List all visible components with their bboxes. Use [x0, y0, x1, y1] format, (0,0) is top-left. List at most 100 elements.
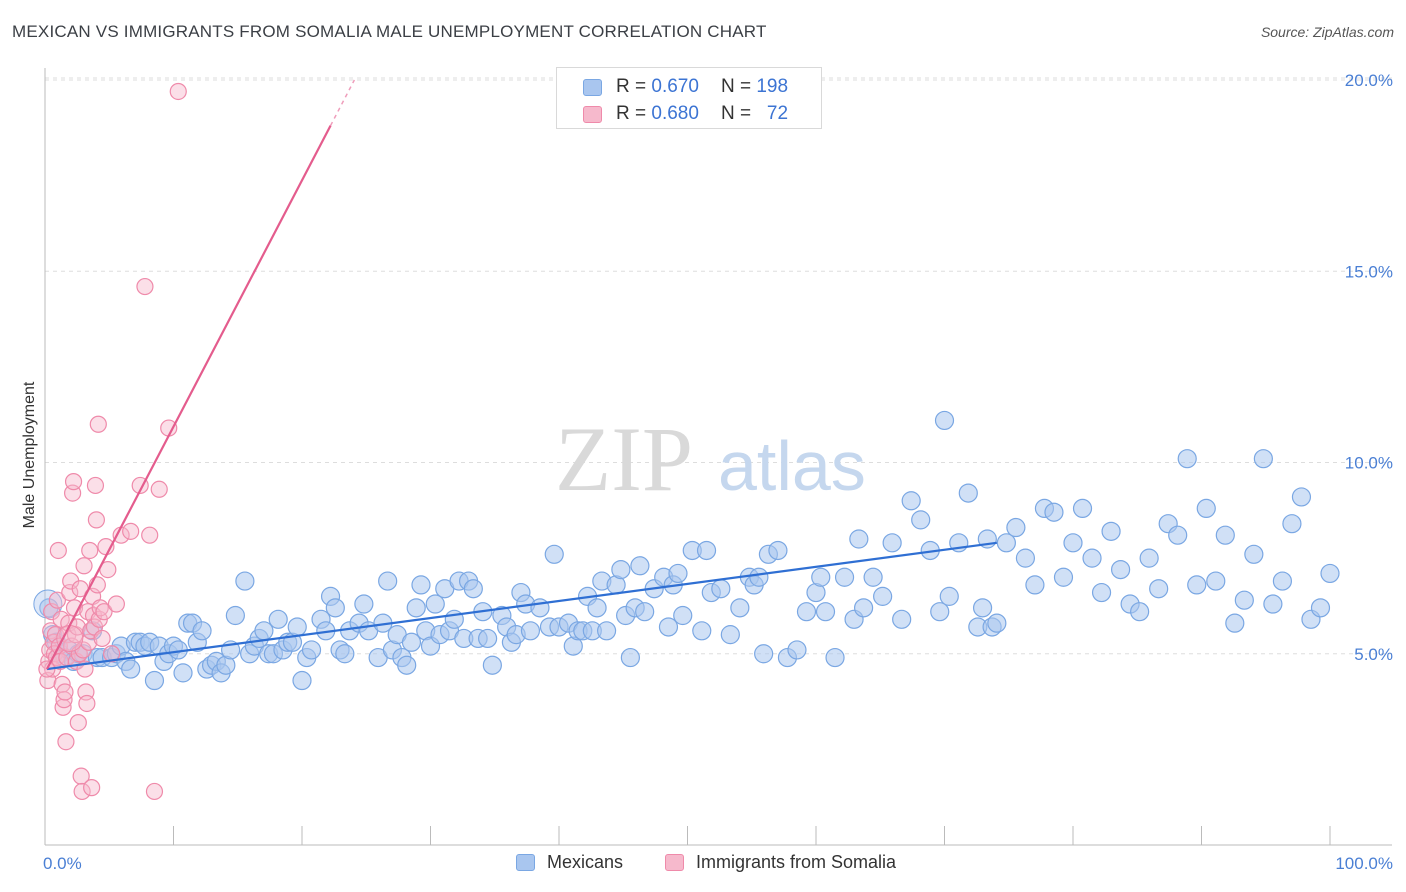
- point-mexicans: [1149, 579, 1169, 599]
- series-somalia-points: [38, 82, 187, 801]
- legend-n-label: N =: [720, 103, 752, 124]
- point-mexicans: [401, 632, 422, 652]
- point-somalia: [81, 541, 99, 560]
- legend-n-value: 72: [766, 103, 789, 124]
- point-mexicans: [1291, 487, 1312, 507]
- bottom-legend-label-somalia: Immigrants from Somalia: [696, 852, 897, 872]
- point-mexicans: [711, 579, 731, 599]
- point-mexicans: [463, 579, 483, 599]
- point-mexicans: [1310, 598, 1331, 618]
- tick-labels: 5.0% 10.0% 15.0% 20.0% 0.0% 100.0%: [43, 71, 1393, 873]
- point-mexicans: [1263, 594, 1283, 614]
- point-mexicans: [378, 571, 398, 591]
- point-mexicans: [696, 540, 717, 561]
- point-mexicans: [325, 598, 345, 618]
- point-mexicans: [1044, 502, 1064, 522]
- stats-legend: R = 0.670 N = 198 R = 0.680 N = 72: [556, 67, 822, 129]
- point-mexicans: [287, 617, 307, 637]
- point-mexicans: [987, 613, 1007, 633]
- point-mexicans: [1015, 548, 1036, 568]
- point-mexicans: [892, 609, 912, 629]
- axes: [44, 68, 1392, 846]
- point-mexicans: [173, 663, 193, 683]
- point-mexicans: [834, 567, 855, 587]
- point-mexicans: [882, 533, 902, 553]
- legend-swatch-pink: [583, 105, 602, 123]
- point-mexicans: [873, 586, 893, 606]
- point-mexicans: [1130, 602, 1150, 622]
- point-somalia: [150, 480, 168, 498]
- point-mexicans: [121, 659, 141, 679]
- legend-swatch-blue: [583, 78, 602, 96]
- legend-r-value: 0.680: [651, 103, 699, 124]
- point-mexicans: [853, 598, 874, 618]
- legend-row-somalia: R = 0.680 N = 72: [583, 102, 788, 126]
- legend-r-label: R =: [616, 76, 647, 97]
- point-mexicans: [530, 598, 550, 618]
- point-somalia: [72, 767, 90, 785]
- point-mexicans: [668, 563, 688, 584]
- bottom-legend-swatch-pink: [665, 854, 684, 871]
- point-somalia: [56, 624, 84, 652]
- point-mexicans: [749, 567, 769, 587]
- point-mexicans: [482, 655, 502, 675]
- point-mexicans: [268, 609, 288, 629]
- point-somalia: [95, 603, 113, 621]
- point-somalia: [57, 733, 75, 751]
- point-mexicans: [930, 602, 950, 622]
- watermark-atlas: atlas: [718, 427, 866, 505]
- point-mexicans: [1053, 567, 1074, 587]
- point-mexicans: [939, 586, 959, 606]
- point-mexicans: [730, 598, 750, 618]
- point-mexicans: [673, 605, 693, 626]
- point-mexicans: [1282, 514, 1302, 534]
- chart-title: MEXICAN VS IMMIGRANTS FROM SOMALIA MALE …: [12, 22, 767, 41]
- point-mexicans: [1110, 559, 1131, 580]
- point-mexicans: [1187, 575, 1207, 595]
- point-somalia: [169, 82, 187, 101]
- point-mexicans: [901, 491, 921, 511]
- point-mexicans: [596, 621, 617, 641]
- trend-line-somalia: [46, 125, 332, 670]
- y-axis-label: Male Unemployment: [21, 381, 38, 528]
- point-somalia: [69, 713, 87, 732]
- bottom-legend-mexicans: Mexicans: [516, 852, 623, 873]
- point-mexicans: [720, 625, 740, 645]
- point-mexicans: [1206, 571, 1226, 591]
- point-mexicans: [996, 533, 1016, 553]
- point-mexicans: [630, 556, 650, 576]
- point-mexicans: [1025, 575, 1045, 595]
- point-somalia: [145, 782, 164, 801]
- point-somalia: [87, 511, 106, 529]
- point-mexicans: [754, 644, 774, 664]
- trend-lines: [46, 79, 997, 671]
- point-mexicans: [635, 602, 655, 622]
- point-somalia: [107, 595, 125, 613]
- point-mexicans: [1101, 521, 1121, 541]
- point-mexicans: [1272, 571, 1293, 591]
- point-mexicans: [811, 567, 831, 587]
- point-mexicans: [1177, 449, 1197, 469]
- point-mexicans: [292, 670, 312, 691]
- point-mexicans: [235, 571, 255, 591]
- point-mexicans: [335, 644, 355, 664]
- legend-n-label: N =: [720, 76, 752, 97]
- x-tick-label: 0.0%: [43, 854, 82, 873]
- point-mexicans: [658, 617, 679, 637]
- point-mexicans: [1196, 498, 1216, 518]
- point-mexicans: [1072, 498, 1093, 518]
- point-mexicans: [1320, 563, 1340, 584]
- point-mexicans: [1168, 525, 1188, 545]
- point-mexicans: [611, 559, 631, 580]
- point-mexicans: [1215, 525, 1235, 545]
- point-mexicans: [849, 529, 869, 549]
- point-somalia: [78, 694, 96, 713]
- point-somalia: [75, 557, 93, 575]
- point-mexicans: [934, 410, 955, 431]
- point-somalia: [122, 522, 140, 540]
- point-mexicans: [1082, 548, 1102, 568]
- point-mexicans: [354, 594, 374, 614]
- point-mexicans: [815, 602, 836, 622]
- point-somalia: [64, 473, 83, 491]
